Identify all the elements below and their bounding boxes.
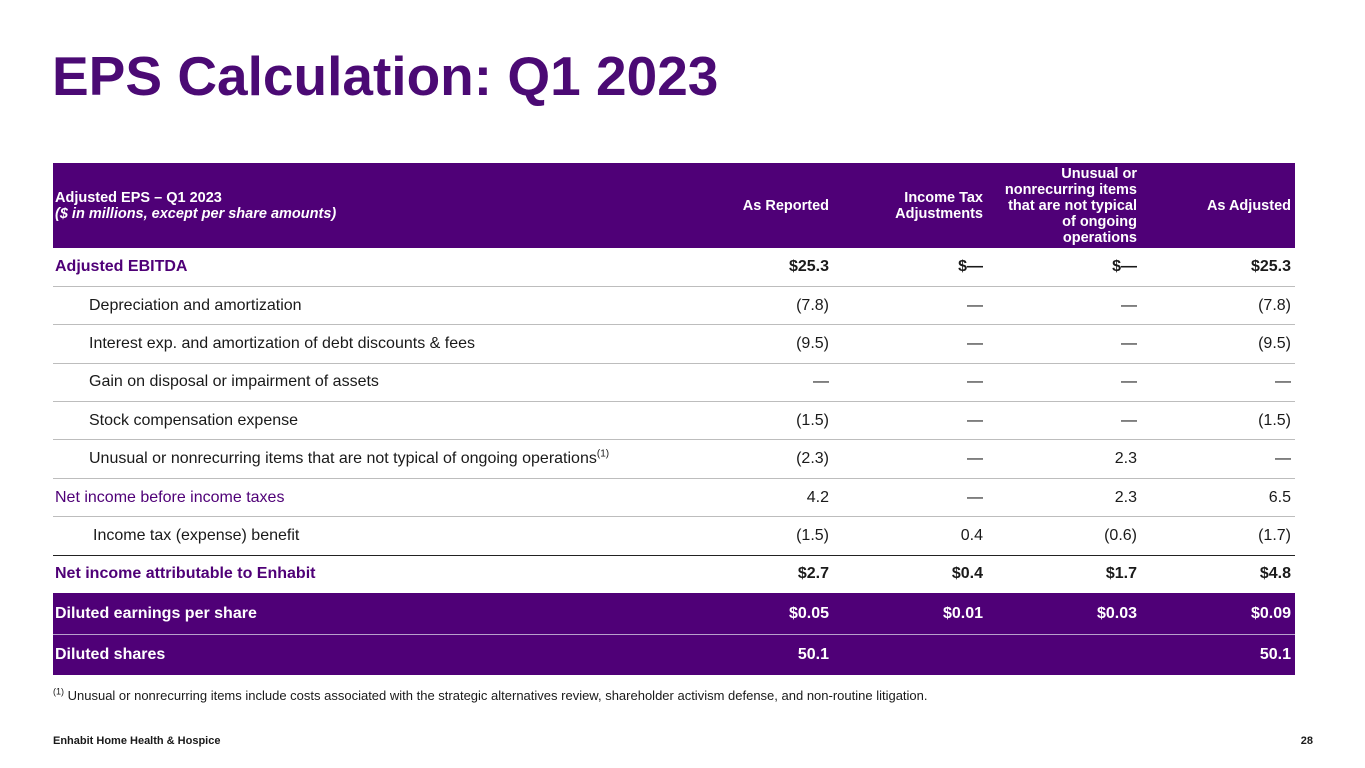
- table-row: Diluted shares 50.1 50.1: [53, 634, 1295, 675]
- row-label: Gain on disposal or impairment of assets: [89, 373, 379, 391]
- header-label-main: Adjusted EPS – Q1 2023: [55, 189, 222, 206]
- cell-unusual: 2.3: [1114, 488, 1137, 506]
- table-header-row: Adjusted EPS – Q1 2023 ($ in millions, e…: [53, 163, 1295, 248]
- cell-as-reported: $25.3: [788, 257, 829, 275]
- cell-unusual: —: [1121, 411, 1137, 429]
- cell-as-reported: $0.05: [788, 604, 829, 622]
- cell-income-tax: 0.4: [960, 526, 983, 544]
- cell-income-tax: $0.01: [942, 604, 983, 622]
- cell-unusual: $0.03: [1096, 604, 1137, 622]
- row-label: Stock compensation expense: [89, 411, 299, 429]
- header-label-sub: ($ in millions, except per share amounts…: [55, 205, 337, 222]
- cell-unusual: (0.6): [1104, 526, 1137, 544]
- cell-unusual: [987, 634, 1141, 675]
- table-row: Depreciation and amortization (7.8) — — …: [53, 286, 1295, 325]
- cell-as-adjusted: (1.7): [1258, 526, 1291, 544]
- row-label: Diluted shares: [55, 645, 166, 663]
- cell-as-reported: (7.8): [796, 296, 829, 314]
- footnote-text: Unusual or nonrecurring items include co…: [64, 688, 928, 703]
- cell-as-adjusted: 50.1: [1259, 645, 1291, 663]
- row-label: Adjusted EBITDA: [55, 257, 188, 275]
- cell-unusual: $—: [1112, 257, 1137, 275]
- cell-income-tax: $0.4: [951, 565, 983, 583]
- cell-as-reported: (1.5): [796, 411, 829, 429]
- row-label: Diluted earnings per share: [55, 604, 257, 622]
- footer-page-number: 28: [1300, 735, 1313, 747]
- table-row: Diluted earnings per share $0.05 $0.01 $…: [53, 593, 1295, 635]
- cell-as-adjusted: $4.8: [1259, 565, 1291, 583]
- cell-unusual: —: [1121, 334, 1137, 352]
- table-row: Interest exp. and amortization of debt d…: [53, 325, 1295, 364]
- footnote: (1) Unusual or nonrecurring items includ…: [53, 686, 928, 703]
- cell-as-adjusted: (1.5): [1258, 411, 1291, 429]
- cell-income-tax: —: [967, 296, 983, 314]
- row-label: Net income attributable to Enhabit: [55, 565, 316, 583]
- cell-as-reported: (2.3): [796, 450, 829, 468]
- header-as-reported: As Reported: [742, 197, 829, 214]
- cell-unusual: —: [1121, 296, 1137, 314]
- row-label: Income tax (expense) benefit: [93, 526, 300, 544]
- cell-as-reported: (1.5): [796, 526, 829, 544]
- cell-unusual: $1.7: [1105, 565, 1137, 583]
- cell-as-adjusted: $25.3: [1250, 257, 1291, 275]
- cell-as-adjusted: 6.5: [1268, 488, 1291, 506]
- table-row: Income tax (expense) benefit (1.5) 0.4 (…: [53, 517, 1295, 556]
- header-as-adjusted: As Adjusted: [1206, 197, 1291, 214]
- row-label: Depreciation and amortization: [89, 296, 302, 314]
- table-row: Unusual or nonrecurring items that are n…: [53, 440, 1295, 479]
- cell-as-reported: 4.2: [806, 488, 829, 506]
- cell-as-reported: —: [813, 373, 829, 391]
- header-income-tax-adjustments: Income Tax Adjustments: [895, 189, 983, 222]
- footnote-marker: (1): [596, 448, 610, 460]
- cell-income-tax: —: [967, 450, 983, 468]
- cell-income-tax: —: [967, 488, 983, 506]
- table-row: Net income before income taxes 4.2 — 2.3…: [53, 478, 1295, 517]
- cell-income-tax: —: [967, 334, 983, 352]
- page-title: EPS Calculation: Q1 2023: [52, 45, 719, 107]
- table-row: Adjusted EBITDA $25.3 $— $— $25.3: [53, 248, 1295, 287]
- table-row: Gain on disposal or impairment of assets…: [53, 363, 1295, 402]
- cell-income-tax: —: [967, 411, 983, 429]
- cell-as-reported: (9.5): [796, 334, 829, 352]
- table-row: Net income attributable to Enhabit $2.7 …: [53, 555, 1295, 594]
- cell-as-adjusted: $0.09: [1250, 604, 1291, 622]
- cell-as-reported: 50.1: [797, 645, 829, 663]
- cell-as-adjusted: —: [1275, 450, 1291, 468]
- cell-as-adjusted: (7.8): [1258, 296, 1291, 314]
- footer-company: Enhabit Home Health & Hospice: [53, 735, 221, 747]
- cell-as-reported: $2.7: [797, 565, 829, 583]
- cell-unusual: —: [1121, 373, 1137, 391]
- cell-income-tax: $—: [958, 257, 983, 275]
- row-label: Net income before income taxes: [55, 488, 285, 506]
- row-label-cell: Unusual or nonrecurring items that are n…: [53, 440, 685, 478]
- row-label: Interest exp. and amortization of debt d…: [89, 334, 475, 352]
- cell-as-adjusted: (9.5): [1258, 334, 1291, 352]
- cell-unusual: 2.3: [1114, 450, 1137, 468]
- table-row: Stock compensation expense (1.5) — — (1.…: [53, 402, 1295, 440]
- header-label-cell: Adjusted EPS – Q1 2023 ($ in millions, e…: [53, 163, 685, 248]
- row-label: Unusual or nonrecurring items that are n…: [89, 450, 597, 468]
- cell-income-tax: —: [967, 373, 983, 391]
- cell-income-tax: [833, 634, 987, 675]
- eps-table: Adjusted EPS – Q1 2023 ($ in millions, e…: [53, 163, 1295, 675]
- footnote-marker: (1): [53, 686, 64, 697]
- cell-as-adjusted: —: [1275, 373, 1291, 391]
- header-unusual-items: Unusual or nonrecurring items that are n…: [1004, 165, 1137, 246]
